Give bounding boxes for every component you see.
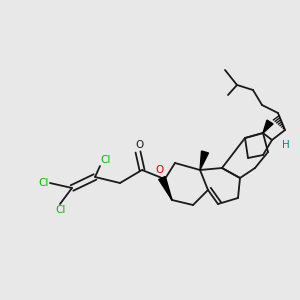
Text: Cl: Cl (39, 178, 49, 188)
Text: O: O (135, 140, 143, 150)
Text: H: H (282, 140, 290, 150)
Text: O: O (156, 165, 164, 175)
Polygon shape (263, 120, 273, 133)
Polygon shape (159, 176, 172, 200)
Text: Cl: Cl (56, 205, 66, 215)
Polygon shape (200, 151, 208, 170)
Text: Cl: Cl (101, 155, 111, 165)
